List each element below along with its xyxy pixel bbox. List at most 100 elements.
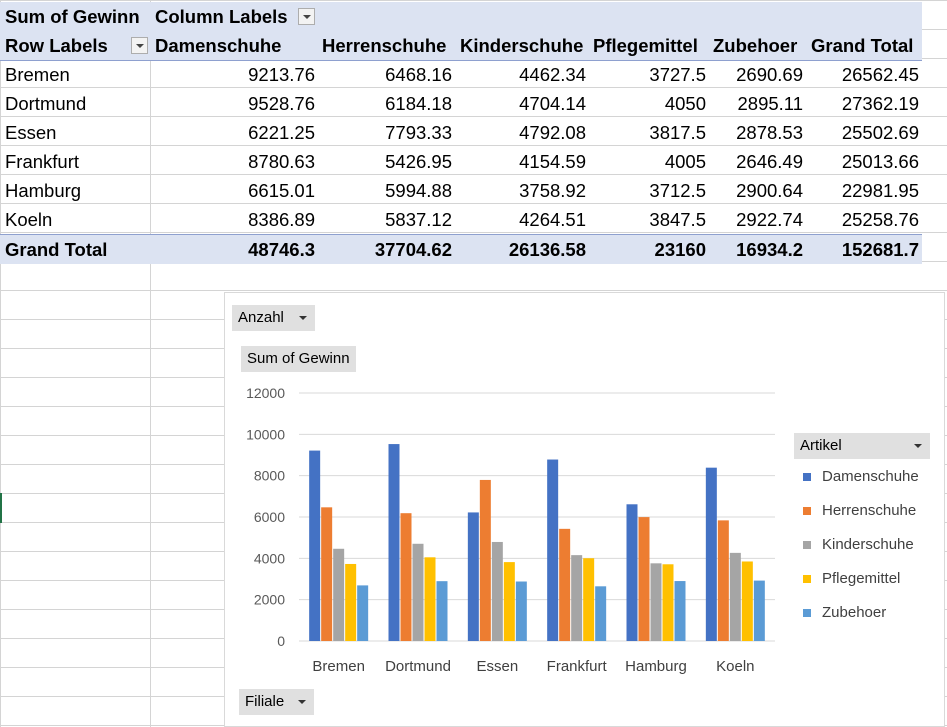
row-label[interactable]: Dortmund (5, 93, 87, 114)
bar[interactable] (638, 517, 650, 641)
bar[interactable] (595, 586, 607, 641)
value-cell[interactable]: 6615.01 (248, 180, 315, 201)
bar[interactable] (333, 548, 345, 641)
value-cell[interactable]: 25258.76 (841, 209, 919, 230)
legend-label: Zubehoer (822, 604, 887, 621)
bar[interactable] (467, 512, 479, 641)
axis-field-button[interactable]: Filiale (239, 689, 314, 715)
bar[interactable] (559, 528, 571, 641)
value-cell[interactable]: 2690.69 (736, 64, 803, 85)
grand-total-cell[interactable]: 16934.2 (736, 239, 803, 260)
bar[interactable] (321, 507, 333, 641)
pivot-row-labels[interactable]: Row Labels (5, 35, 108, 56)
column-header[interactable]: Zubehoer (713, 35, 798, 56)
x-tick-label: Hamburg (625, 658, 687, 675)
bar[interactable] (345, 563, 357, 641)
value-cell[interactable]: 4005 (664, 151, 706, 172)
value-cell[interactable]: 25013.66 (841, 151, 919, 172)
grand-total-cell[interactable]: 26136.58 (508, 239, 586, 260)
bar[interactable] (547, 459, 559, 641)
bar[interactable] (388, 444, 400, 641)
row-label[interactable]: Koeln (5, 209, 53, 230)
value-cell[interactable]: 5426.95 (385, 151, 452, 172)
value-cell[interactable]: 2878.53 (736, 122, 803, 143)
value-cell[interactable]: 5837.12 (385, 209, 452, 230)
value-cell[interactable]: 3847.5 (649, 209, 706, 230)
bar[interactable] (729, 552, 741, 641)
value-cell[interactable]: 26562.45 (841, 64, 919, 85)
grand-total-label[interactable]: Grand Total (5, 239, 108, 260)
bar[interactable] (412, 543, 424, 641)
value-cell[interactable]: 9528.76 (248, 93, 315, 114)
value-cell[interactable]: 2895.11 (737, 93, 804, 114)
grand-total-cell[interactable]: 23160 (654, 239, 706, 260)
bar[interactable] (436, 581, 448, 641)
grand-total-cell[interactable]: 152681.7 (841, 239, 919, 260)
column-header[interactable]: Pflegemittel (593, 35, 698, 56)
row-label[interactable]: Bremen (5, 64, 70, 85)
value-cell[interactable]: 2922.74 (736, 209, 803, 230)
value-cell[interactable]: 22981.95 (841, 180, 919, 201)
bar[interactable] (357, 585, 369, 641)
bar[interactable] (491, 541, 503, 641)
value-cell[interactable]: 8386.89 (248, 209, 315, 230)
bar[interactable] (674, 581, 686, 641)
bar[interactable] (503, 562, 515, 641)
pivot-value-field-label[interactable]: Sum of Gewinn (5, 6, 140, 27)
value-cell[interactable]: 4704.14 (519, 93, 586, 114)
bar[interactable] (753, 580, 765, 641)
column-header[interactable]: Grand Total (811, 35, 914, 56)
bar[interactable] (571, 555, 583, 641)
pivot-column-labels[interactable]: Column Labels (155, 6, 288, 27)
value-cell[interactable]: 4050 (664, 93, 706, 114)
grand-total-cell[interactable]: 48746.3 (248, 239, 315, 260)
bar[interactable] (479, 479, 491, 641)
value-cell[interactable]: 3758.92 (519, 180, 586, 201)
grand-total-cell[interactable]: 37704.62 (374, 239, 452, 260)
value-cell[interactable]: 3817.5 (649, 122, 706, 143)
value-cell[interactable]: 8780.63 (248, 151, 315, 172)
bar[interactable] (309, 450, 321, 641)
column-header[interactable]: Kinderschuhe (460, 35, 584, 56)
axis-field-button-label: Filiale (245, 693, 285, 710)
bar[interactable] (717, 520, 729, 641)
value-cell[interactable]: 4264.51 (519, 209, 586, 230)
value-cell[interactable]: 6468.16 (385, 64, 452, 85)
value-cell[interactable]: 9213.76 (248, 64, 315, 85)
value-cell[interactable]: 2900.64 (736, 180, 803, 201)
value-cell[interactable]: 27362.19 (841, 93, 919, 114)
value-cell[interactable]: 4462.34 (519, 64, 586, 85)
value-cell[interactable]: 3727.5 (649, 64, 706, 85)
column-header[interactable]: Herrenschuhe (322, 35, 447, 56)
column-labels-filter-dropdown-icon[interactable] (298, 8, 315, 25)
bar[interactable] (650, 563, 662, 641)
value-cell[interactable]: 5994.88 (385, 180, 452, 201)
value-cell[interactable]: 25502.69 (841, 122, 919, 143)
value-cell[interactable]: 4154.59 (519, 151, 586, 172)
value-cell[interactable]: 7793.33 (385, 122, 452, 143)
bar[interactable] (515, 581, 527, 641)
row-label[interactable]: Essen (5, 122, 57, 143)
value-field-button[interactable]: Anzahl (232, 305, 315, 331)
bar[interactable] (705, 467, 717, 641)
value-cell[interactable]: 6221.25 (248, 122, 315, 143)
row-label[interactable]: Hamburg (5, 180, 82, 201)
x-tick-label: Koeln (716, 658, 754, 675)
bar[interactable] (626, 504, 638, 641)
legend-field-button[interactable]: Artikel (794, 433, 930, 459)
chart-title-button[interactable]: Sum of Gewinn (241, 346, 356, 372)
bar[interactable] (424, 557, 436, 641)
value-cell[interactable]: 6184.18 (385, 93, 452, 114)
bar[interactable] (741, 561, 753, 641)
row-labels-filter-dropdown-icon[interactable] (131, 37, 148, 54)
pivot-row: Frankfurt 8780.63 5426.95 4154.59 4005 2646.4… (0, 147, 922, 176)
value-cell[interactable]: 3712.5 (649, 180, 706, 201)
value-cell[interactable]: 2646.49 (736, 151, 803, 172)
bar[interactable] (662, 564, 674, 641)
row-label[interactable]: Frankfurt (5, 151, 80, 172)
value-cell[interactable]: 4792.08 (519, 122, 586, 143)
column-header[interactable]: Damenschuhe (155, 35, 282, 56)
bar[interactable] (400, 513, 412, 641)
pivot-chart[interactable]: Anzahl Sum of Gewinn Artikel Filiale Dam… (224, 292, 945, 727)
bar[interactable] (583, 558, 595, 641)
